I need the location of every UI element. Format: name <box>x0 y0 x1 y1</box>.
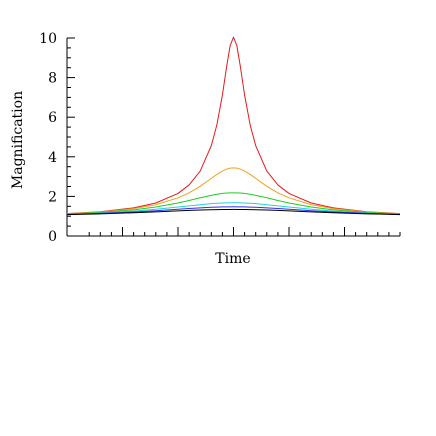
y-axis-label: Magnification <box>10 91 26 189</box>
series-line <box>66 206 401 215</box>
series-line <box>66 192 401 215</box>
series-line <box>66 167 401 215</box>
x-axis-label: Time <box>215 251 250 267</box>
y-tick-label: 4 <box>48 150 57 166</box>
series-line <box>66 202 401 215</box>
y-tick-label: 10 <box>39 31 57 47</box>
y-tick-label: 0 <box>48 229 57 245</box>
y-tick-label: 6 <box>48 110 57 126</box>
y-tick-label: 8 <box>48 71 57 87</box>
series-line <box>66 36 401 215</box>
y-tick-label: 2 <box>48 189 57 205</box>
series-line <box>66 208 401 216</box>
